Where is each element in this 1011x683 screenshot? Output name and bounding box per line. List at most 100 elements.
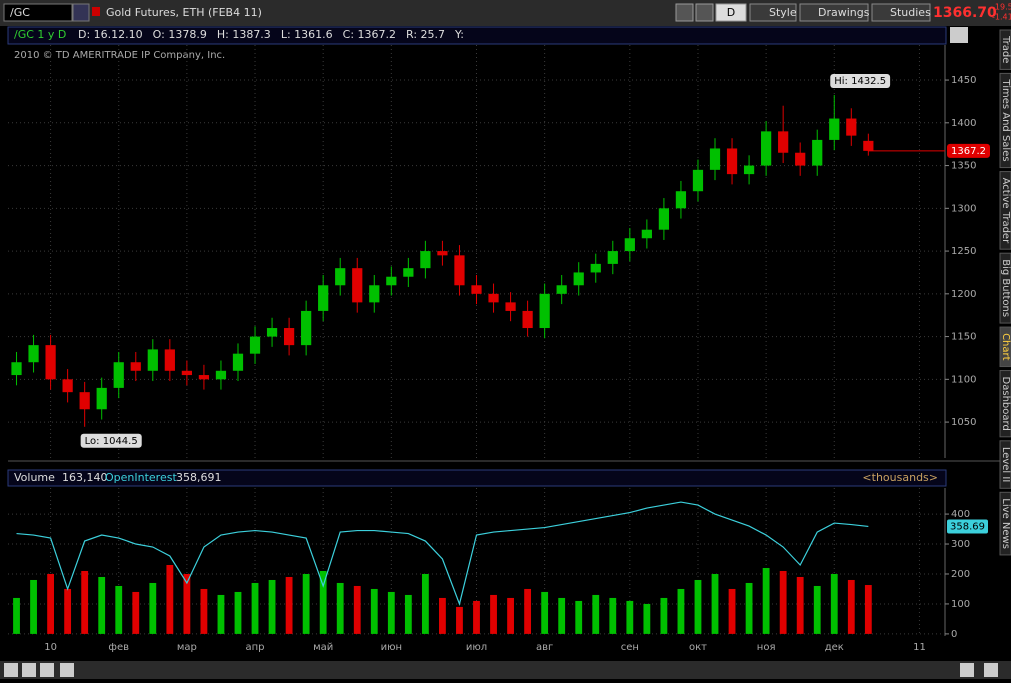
button-label[interactable]: Studies [890,6,931,19]
style-button[interactable] [749,3,797,22]
y-tick-label: 1450 [951,75,976,86]
volume-bar [762,567,770,634]
copyright: 2010 © TD AMERITRADE IP Company, Inc. [14,50,225,61]
candle-body [829,118,840,140]
side-tab-bg[interactable] [999,72,1011,169]
candle-body [522,310,533,329]
scroll-button[interactable] [984,663,998,677]
x-tick-label: июн [381,642,402,653]
low-annotation: Lo: 1044.5 [85,436,138,447]
side-tab-label[interactable]: Active Trader [1000,178,1011,244]
legend-value: 358,691 [176,471,222,484]
y-tick-label: 1150 [951,332,976,343]
side-tab[interactable]: Chart [1000,333,1011,361]
side-tab[interactable]: Level II [1000,447,1011,482]
candle-body [113,362,124,388]
candle-body [403,268,414,277]
side-tab[interactable]: Trade [1000,35,1011,63]
side-tab-bg[interactable] [999,370,1011,438]
candle-body [709,148,721,170]
side-tab[interactable]: Live News [1000,498,1011,549]
candle-body [795,152,806,166]
volume-bar [268,579,276,634]
side-tab-bg[interactable] [999,171,1011,250]
candle-body [743,165,755,175]
side-tab-bg[interactable] [999,252,1011,324]
side-tab[interactable]: Big Buttons [1000,259,1011,317]
side-tab-label[interactable]: Chart [1000,333,1011,361]
drawings-button[interactable] [799,3,869,22]
side-tab-bg[interactable] [999,326,1011,368]
candle-body [692,169,704,192]
side-tab-bg[interactable] [999,29,1011,70]
header-field: R: 25.7 [406,28,445,41]
y-tick-label: 1050 [951,417,976,428]
candle-body [232,353,244,371]
candle-body [863,140,874,151]
candle-body [266,328,278,337]
symbol-box[interactable] [3,3,73,22]
volume-bar [779,570,787,634]
y-tick-label: 1100 [951,374,976,385]
volume-bar [132,591,140,634]
zoom-button[interactable] [40,663,54,677]
side-tab-label[interactable]: Trade [1000,35,1011,63]
units-label: <thousands> [862,471,938,484]
header-field: C: 1367.2 [343,28,396,41]
side-tab-bg[interactable] [999,491,1011,556]
volume-bar [490,594,497,634]
side-tab-label[interactable]: Times And Sales [1000,78,1011,161]
period-button[interactable] [715,3,747,22]
x-tick-label: сен [621,642,639,653]
change: -19.5 [992,3,1011,12]
dropdown[interactable] [72,3,90,22]
icon-button[interactable] [675,3,694,22]
scroll-button[interactable] [960,663,974,677]
side-tab[interactable]: Active Trader [1000,178,1011,244]
side-tab-bg[interactable] [999,440,1011,489]
volume-bar [847,579,855,634]
candle-body [675,191,687,209]
volume-bar [13,597,20,634]
settings-icon[interactable] [950,27,968,43]
button-label[interactable]: Style [769,6,797,19]
x-tick-label: фев [108,642,129,653]
candle-body [624,238,635,252]
volume-bar [251,582,259,634]
volume-bar [149,582,157,634]
symbol[interactable]: /GC [10,6,30,19]
period[interactable]: D [727,6,735,19]
candle-body [352,268,363,303]
studies-button[interactable] [871,3,931,22]
candle-body [147,349,158,371]
side-tab[interactable]: Times And Sales [1000,78,1011,161]
zoom-button[interactable] [22,663,36,677]
volume-bar [234,591,242,634]
volume-bar [217,594,225,634]
header-field: D: 16.12.10 [78,28,143,41]
y-tick-label: 1400 [951,118,976,129]
side-tab-label[interactable]: Dashboard [1000,377,1011,431]
volume-header [7,469,947,487]
button-label[interactable]: Drawings [818,6,870,19]
icon-button[interactable] [695,3,714,22]
x-tick-label: 11 [913,642,926,653]
side-tab-label[interactable]: Level II [1000,447,1011,482]
candle-body [249,336,261,354]
candle-body [761,131,772,166]
volume-bar [677,588,685,634]
x-tick-label: дек [825,642,844,653]
volume-bar [660,597,668,634]
volume-bar [813,585,821,634]
volume-bar [370,588,378,634]
side-tab-label[interactable]: Live News [1000,498,1011,549]
zoom-button[interactable] [60,663,74,677]
side-tab[interactable]: Dashboard [1000,377,1011,431]
candle-body [130,362,141,371]
side-tab-label[interactable]: Big Buttons [1000,259,1011,317]
y-tick-label: 100 [951,599,970,610]
volume-bar [456,606,463,634]
zoom-button[interactable] [4,663,18,677]
volume-bar [30,579,37,634]
